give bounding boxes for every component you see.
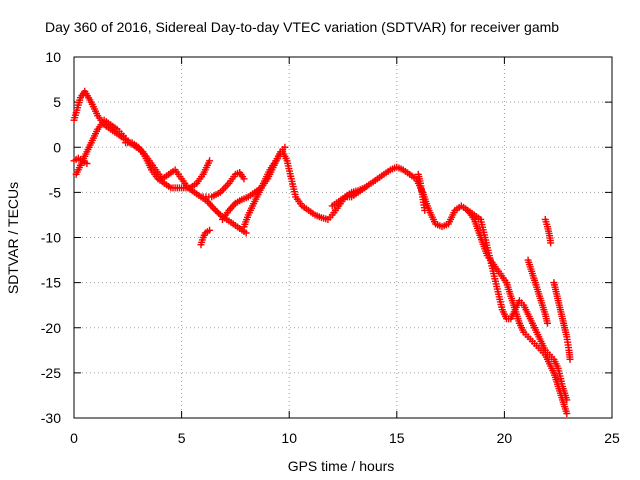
y-tick-label: -15 — [41, 275, 61, 291]
x-axis: 0 5 10 15 20 25 — [70, 57, 620, 446]
y-tick-label: -20 — [41, 320, 61, 336]
data-point — [206, 157, 214, 165]
x-tick-label: 15 — [389, 430, 405, 446]
data-point — [563, 409, 571, 417]
y-axis-label: SDTVAR / TECUs — [5, 182, 21, 294]
data-point — [210, 205, 218, 213]
y-tick-label: 5 — [53, 94, 61, 110]
y-tick-label: 10 — [45, 49, 61, 65]
data-point — [213, 208, 221, 216]
data-point — [361, 184, 369, 192]
y-tick-label: -5 — [49, 184, 62, 200]
data-point — [240, 175, 248, 183]
data-point — [566, 355, 574, 363]
data-points — [70, 87, 574, 417]
x-tick-label: 20 — [497, 430, 513, 446]
y-tick-label: -10 — [41, 230, 61, 246]
y-tick-label: -25 — [41, 365, 61, 381]
series-arc-6 — [199, 169, 248, 201]
y-tick-label: 0 — [53, 139, 61, 155]
data-point — [215, 209, 223, 217]
x-axis-label: GPS time / hours — [288, 458, 395, 474]
x-tick-label: 0 — [70, 430, 78, 446]
series-arc-3 — [70, 154, 91, 167]
x-tick-label: 25 — [604, 430, 620, 446]
series-arc-14 — [550, 279, 574, 363]
data-point — [206, 226, 214, 234]
series-arc-8 — [240, 148, 571, 404]
data-point — [83, 159, 91, 167]
chart-title: Day 360 of 2016, Sidereal Day-to-day VTE… — [45, 19, 559, 35]
data-point — [421, 206, 429, 214]
data-point — [281, 143, 289, 151]
series-arc-2 — [72, 116, 130, 178]
series-arc-12 — [524, 256, 551, 327]
series-arc-10 — [414, 170, 429, 214]
series-arc-13 — [541, 215, 555, 247]
y-tick-label: -30 — [41, 410, 61, 426]
data-point — [211, 206, 219, 214]
x-tick-label: 10 — [281, 430, 297, 446]
grid-lines — [74, 57, 612, 418]
series-arc-4 — [122, 139, 214, 192]
data-point — [242, 229, 250, 237]
data-point — [547, 239, 555, 247]
series-arc-9 — [328, 184, 369, 210]
series-arc-5 — [197, 226, 214, 249]
series-arc-11 — [464, 206, 571, 417]
series-arc-1 — [70, 87, 250, 237]
data-point — [543, 319, 551, 327]
y-axis: 10 5 0 -5 -10 -15 -20 -25 -30 — [41, 49, 612, 426]
x-tick-label: 5 — [178, 430, 186, 446]
